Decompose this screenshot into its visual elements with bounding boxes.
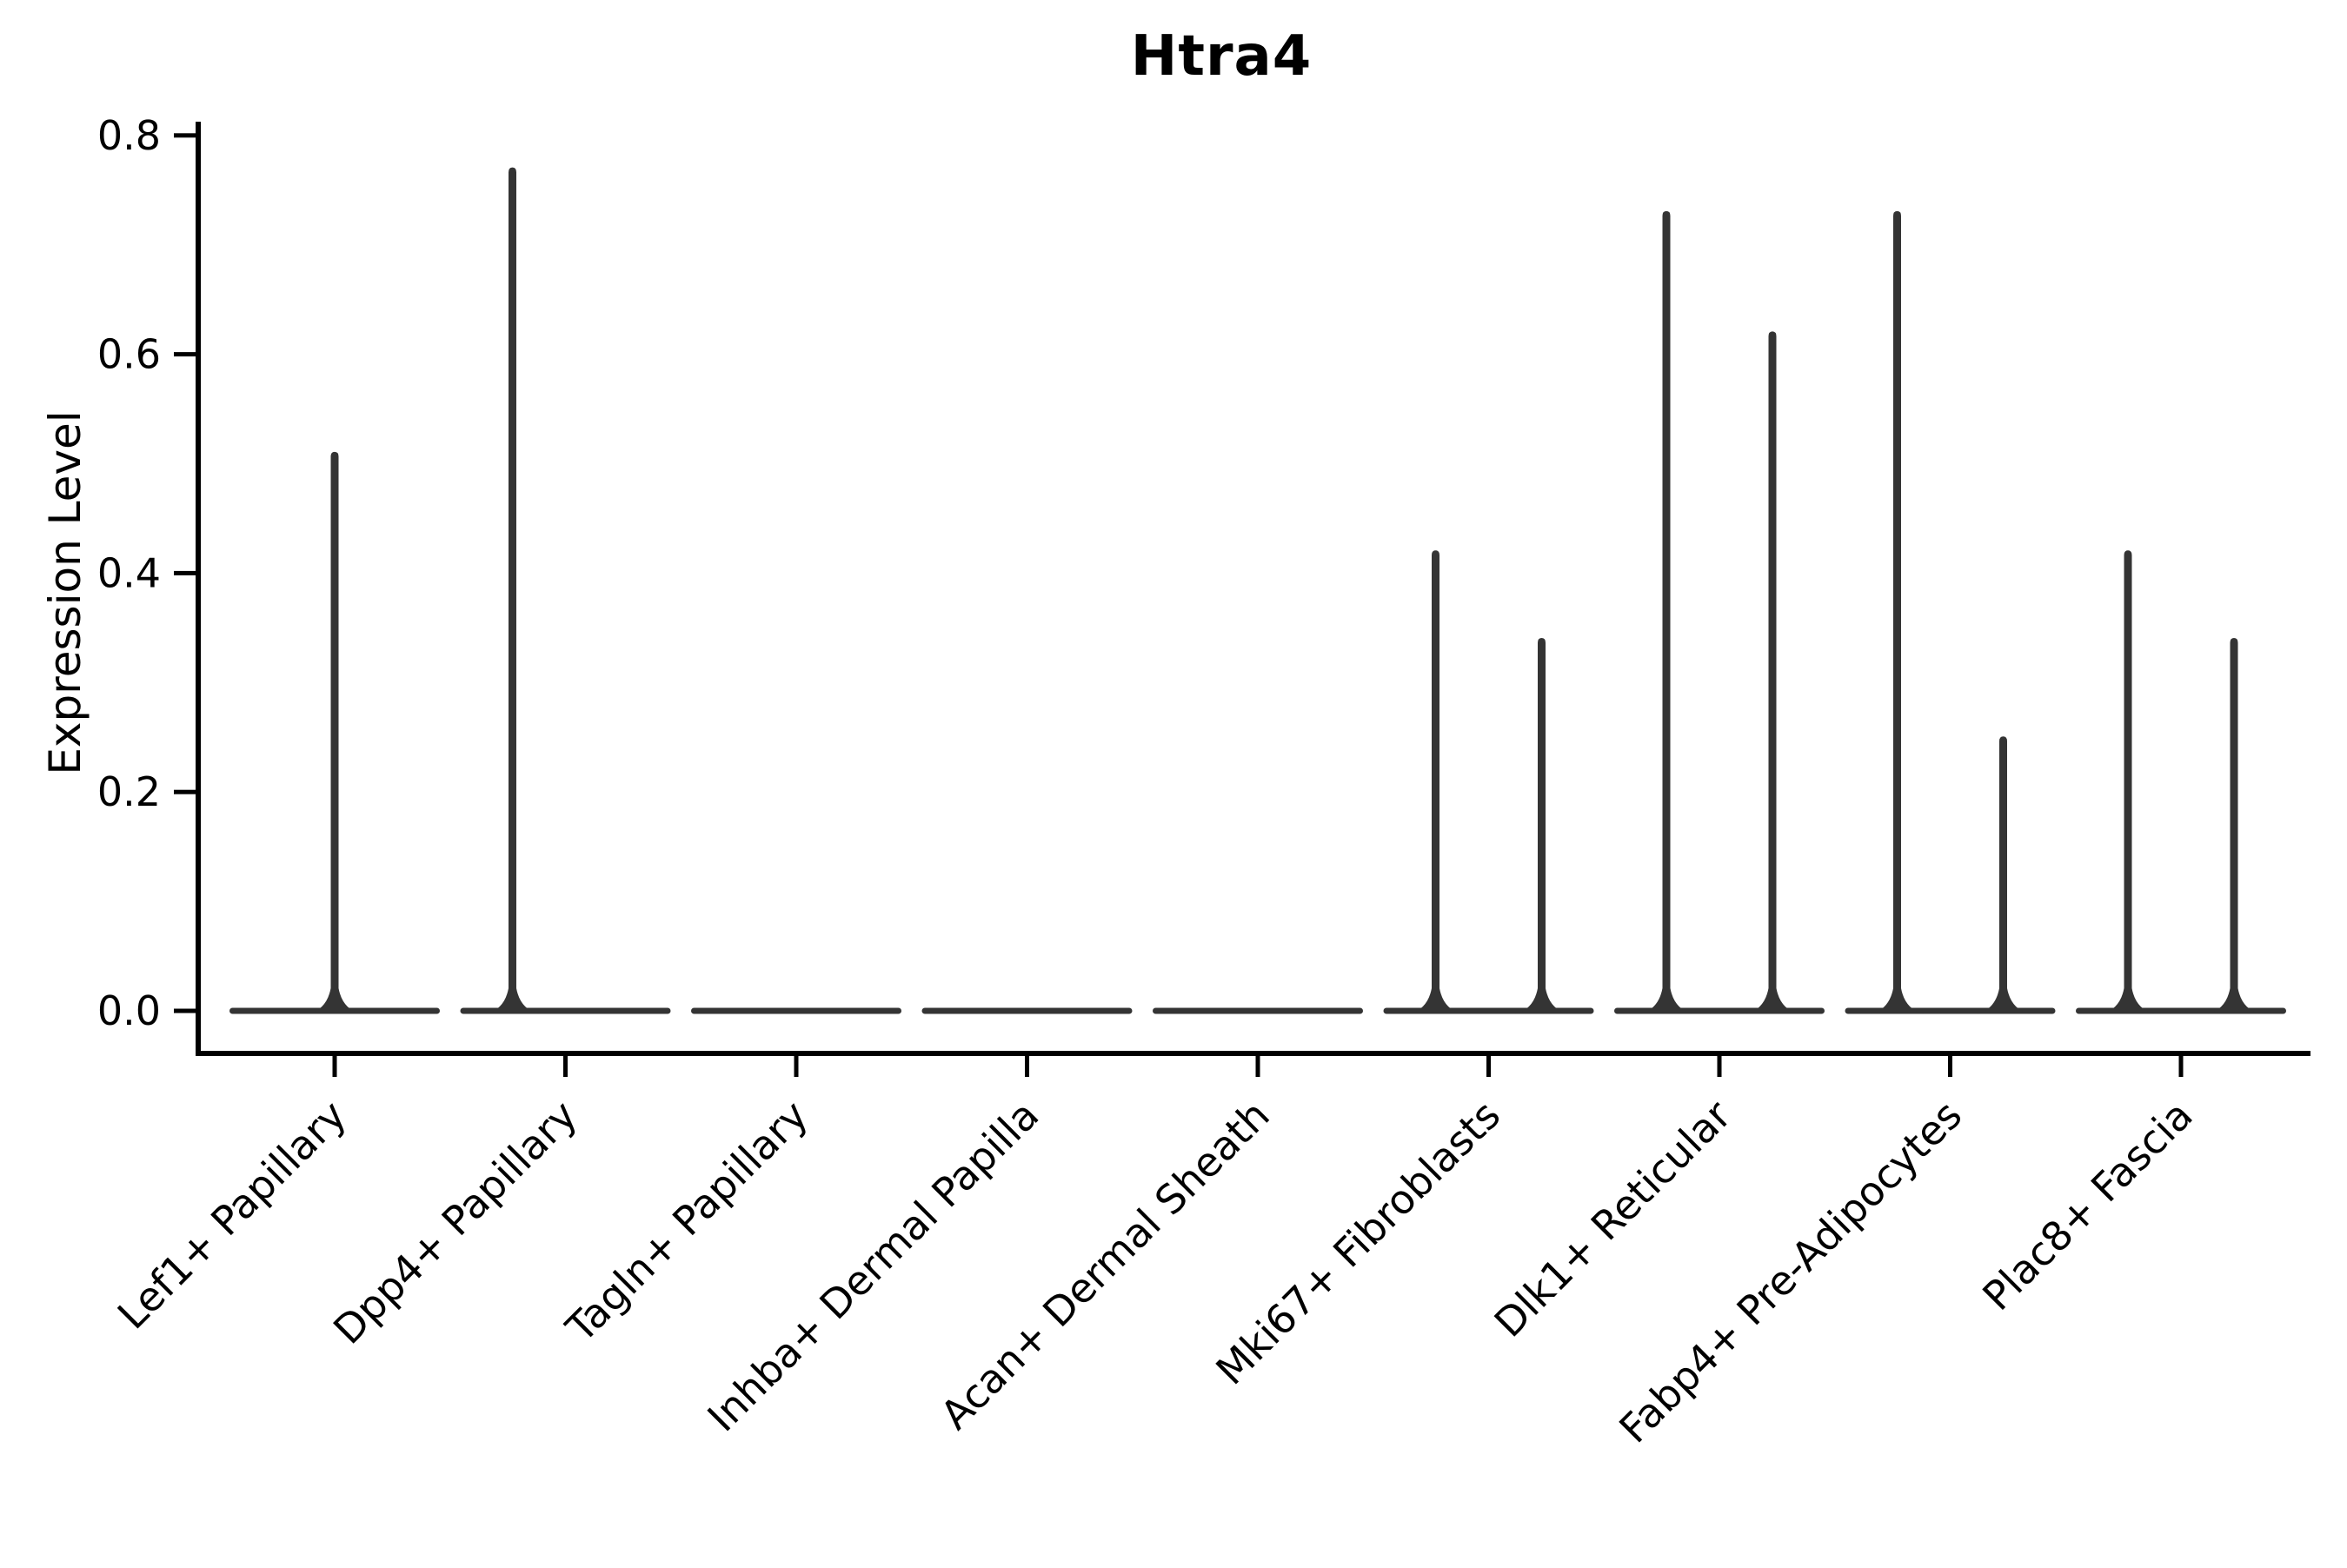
y-axis-label: Expression Level	[40, 410, 90, 775]
x-tick-mark	[1255, 1055, 1260, 1077]
x-tick-label: Lef1+ Papillary	[109, 1092, 356, 1339]
chart-title: Htra4	[1130, 24, 1313, 89]
y-tick-label: 0.8	[97, 112, 161, 159]
y-tick-mark	[174, 1008, 196, 1013]
violin-spike	[309, 451, 361, 1014]
violin-spike	[1871, 210, 1924, 1014]
x-tick-label: Tagln+ Papillary	[556, 1092, 817, 1352]
y-tick-label: 0.4	[97, 549, 161, 596]
x-tick-mark	[332, 1055, 337, 1077]
x-tick-mark	[1717, 1055, 1722, 1077]
violin-spike	[1409, 550, 1462, 1014]
y-tick-label: 0.6	[97, 331, 161, 378]
y-axis-spine	[196, 122, 201, 1056]
y-tick-mark	[174, 133, 196, 138]
violin-spike	[1977, 736, 2030, 1014]
x-tick-mark	[1486, 1055, 1491, 1077]
y-tick-mark	[174, 789, 196, 794]
violin-spike	[1640, 210, 1692, 1014]
y-tick-mark	[174, 570, 196, 575]
x-tick-label: Plac8+ Fascia	[1973, 1092, 2201, 1319]
x-tick-mark	[794, 1055, 799, 1077]
x-tick-label: Dpp4+ Papillary	[324, 1092, 586, 1353]
violin-spike	[1746, 331, 1798, 1014]
violin-baseline	[921, 1007, 1133, 1014]
violin-baseline	[1153, 1007, 1363, 1014]
x-tick-mark	[563, 1055, 568, 1077]
y-tick-mark	[174, 352, 196, 357]
violin-spike	[2102, 550, 2154, 1014]
x-tick-label: Dlk1+ Reticular	[1486, 1092, 1740, 1346]
y-tick-label: 0.0	[97, 987, 161, 1034]
violin-spike	[2208, 637, 2260, 1014]
x-tick-mark	[1948, 1055, 1952, 1077]
violin-spike	[486, 167, 539, 1014]
y-tick-label: 0.2	[97, 768, 161, 815]
x-tick-mark	[2178, 1055, 2184, 1077]
x-tick-mark	[1025, 1055, 1029, 1077]
x-axis-spine	[196, 1051, 2310, 1056]
violin-baseline	[691, 1007, 901, 1014]
violin-spike	[1515, 637, 1568, 1014]
